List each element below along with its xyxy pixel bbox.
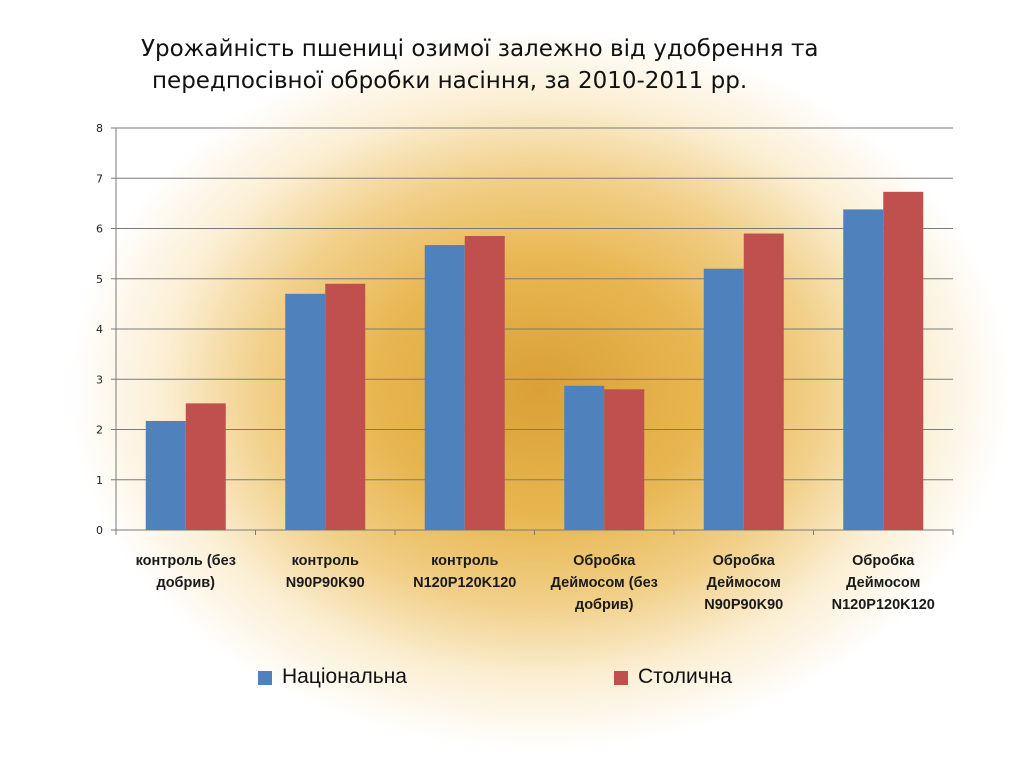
bar	[604, 389, 645, 530]
legend-swatch	[614, 671, 628, 685]
bar	[464, 236, 505, 530]
bar	[185, 403, 226, 530]
x-tick-label: Обробка Деймосом (без добрив)	[550, 553, 658, 613]
bar	[424, 245, 465, 530]
legend-label: Національна	[282, 665, 407, 688]
bar	[285, 293, 326, 530]
x-tick-label: Обробка Деймосом N120P120K120	[831, 553, 935, 613]
y-tick-label: 7	[96, 172, 103, 185]
y-tick-label: 8	[96, 122, 103, 135]
y-tick-label: 5	[96, 273, 103, 286]
bar	[564, 385, 605, 530]
legend-swatch	[258, 671, 272, 685]
x-tick-label: Обробка Деймосом N90P90K90	[704, 553, 784, 613]
y-tick-label: 6	[96, 223, 103, 236]
y-tick-label: 1	[96, 474, 103, 487]
bar	[145, 420, 186, 530]
bar	[703, 268, 744, 530]
chart-title: передпосівної обробки насіння, за 2010-2…	[152, 68, 748, 94]
legend-label: Столична	[638, 665, 732, 688]
y-tick-label: 4	[96, 323, 103, 336]
chart-title: Урожайність пшениці озимої залежно від у…	[141, 36, 819, 62]
bar	[743, 233, 784, 530]
y-tick-label: 2	[96, 424, 103, 437]
x-tick-label: контроль N90P90K90	[285, 553, 365, 591]
x-tick-label: контроль (без добрив)	[135, 553, 236, 591]
y-tick-label: 0	[96, 524, 103, 537]
y-tick-label: 3	[96, 373, 103, 386]
x-tick-label: контроль N120P120K120	[413, 553, 517, 591]
bar	[883, 191, 924, 530]
bar	[843, 209, 884, 530]
bar	[325, 283, 366, 530]
